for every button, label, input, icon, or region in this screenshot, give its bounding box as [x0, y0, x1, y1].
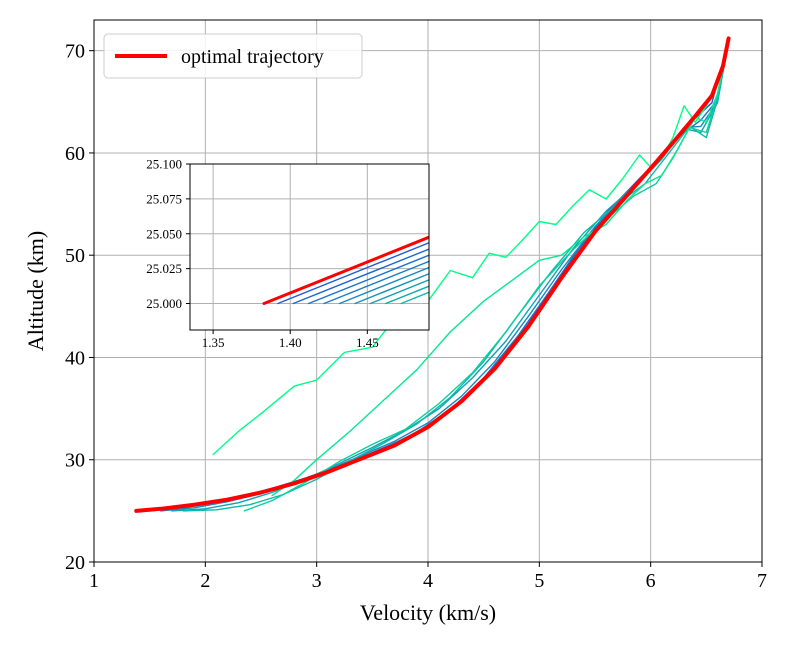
main-series-2 — [271, 39, 730, 497]
inset-grid — [190, 163, 429, 330]
main-tick-label-y-1: 30 — [65, 450, 85, 472]
inset-tick-label-y-3: 25.075 — [146, 191, 182, 206]
main-tick-label-y-4: 60 — [65, 143, 85, 165]
inset-background — [190, 164, 429, 330]
inset-tick-label-y-1: 25.025 — [146, 261, 182, 276]
inset-series-9 — [400, 291, 429, 305]
inset-series — [262, 235, 429, 305]
main-ticks: 1 2 3 4 5 6 7 20 30 40 50 60 70 — [65, 41, 767, 592]
inset-tick-label-y-2: 25.050 — [146, 226, 182, 241]
inset-series-4 — [323, 260, 429, 305]
inset-tick-label-x-1: 1.40 — [279, 335, 302, 350]
inset-chart: 1.35 1.40 1.45 25.000 25.025 25.050 25.075 25.1… — [146, 157, 430, 350]
inset-series-5 — [338, 266, 429, 305]
inset-series-8 — [385, 285, 429, 305]
inset-frame — [189, 163, 430, 331]
inset-series-2 — [292, 248, 429, 305]
main-tick-label-x-2: 3 — [312, 570, 322, 592]
legend-entry-optimal: optimal trajectory — [181, 46, 324, 68]
inset-series-optimal — [262, 235, 429, 305]
inset-series-3 — [308, 254, 429, 305]
inset-tick-label-y-4: 25.100 — [146, 157, 182, 172]
main-tick-label-y-5: 70 — [65, 41, 85, 63]
legend-box — [103, 33, 363, 79]
main-tick-label-x-1: 2 — [200, 570, 210, 592]
legend: optimal trajectory — [103, 33, 363, 79]
main-tick-label-x-4: 5 — [534, 570, 544, 592]
main-tick-label-x-3: 4 — [423, 570, 433, 592]
main-series — [134, 36, 731, 513]
inset-ticks: 1.35 1.40 1.45 25.000 25.025 25.050 25.075 25.1… — [146, 157, 378, 350]
main-tick-label-y-0: 20 — [65, 552, 85, 574]
main-tick-label-x-6: 7 — [757, 570, 767, 592]
main-tick-label-x-5: 6 — [646, 570, 656, 592]
x-axis-label: Velocity (km/s) — [360, 600, 496, 625]
main-tick-label-y-3: 50 — [65, 245, 85, 267]
y-axis-label: Altitude (km) — [23, 231, 48, 351]
main-series-1 — [212, 39, 730, 456]
main-tick-label-y-2: 40 — [65, 347, 85, 369]
inset-tick-label-x-0: 1.35 — [202, 335, 225, 350]
main-series-optimal — [134, 36, 731, 513]
inset-series-1 — [277, 242, 429, 305]
inset-series-6 — [354, 273, 429, 305]
inset-series-7 — [369, 279, 429, 305]
inset-tick-label-y-0: 25.000 — [146, 296, 182, 311]
main-tick-label-x-0: 1 — [89, 570, 99, 592]
inset-tick-label-x-2: 1.45 — [356, 335, 379, 350]
